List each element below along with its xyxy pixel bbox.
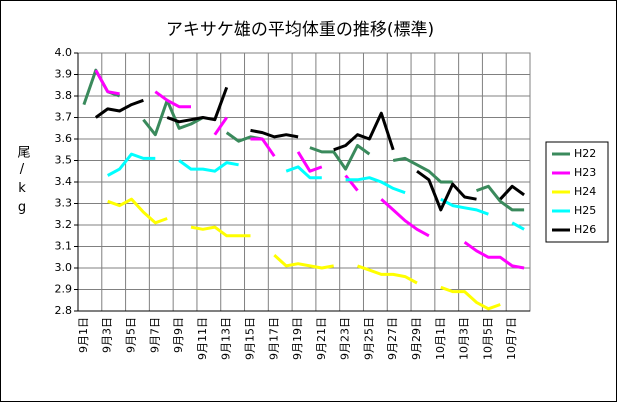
x-tick-label: 9月29日 — [410, 317, 423, 360]
series-line — [106, 152, 525, 231]
x-tick-label: 9月11日 — [196, 317, 209, 360]
y-tick-label: 3.1 — [55, 240, 73, 253]
x-tick-label: 9月17日 — [267, 317, 280, 360]
legend-label: H26 — [574, 223, 596, 236]
y-axis-label: 尾/kg — [15, 145, 31, 219]
x-tick-label: 9月13日 — [220, 317, 233, 360]
y-tick-label: 3.2 — [55, 218, 73, 231]
x-tick-label: 10月5日 — [481, 317, 494, 360]
series-line — [94, 69, 525, 270]
x-tick-label: 9月27日 — [386, 317, 399, 360]
x-tick-label: 9月1日 — [77, 317, 90, 353]
x-tick-label: 10月7日 — [505, 317, 518, 360]
legend-label: H24 — [574, 185, 596, 198]
legend-box — [545, 141, 609, 243]
x-tick-label: 9月15日 — [243, 317, 256, 360]
y-tick-label: 3.5 — [55, 154, 73, 167]
x-tick-label: 9月7日 — [148, 317, 161, 353]
x-tick-label: 9月25日 — [362, 317, 375, 360]
y-tick-label: 3.9 — [55, 68, 73, 81]
x-tick-label: 9月21日 — [315, 317, 328, 360]
legend-label: H25 — [574, 204, 596, 217]
x-tick-label: 10月3日 — [458, 317, 471, 360]
y-tick-label: 2.8 — [55, 304, 73, 317]
chart-title: アキサケ雄の平均体重の推移(標準) — [166, 20, 434, 40]
legend-label: H22 — [574, 147, 596, 160]
x-tick-label: 9月5日 — [125, 317, 138, 353]
series-line — [107, 197, 501, 311]
y-tick-label: 3.0 — [55, 261, 73, 274]
series-line — [94, 86, 525, 212]
y-tick-label: 3.4 — [55, 175, 73, 188]
x-tick-label: 9月9日 — [172, 317, 185, 353]
y-tick-label: 3.6 — [55, 132, 73, 145]
legend-label: H23 — [574, 166, 596, 179]
y-tick-label: 3.3 — [55, 197, 73, 210]
y-tick-label: 3.8 — [55, 89, 73, 102]
y-tick-label: 4.0 — [55, 46, 73, 59]
y-tick-label: 2.9 — [55, 283, 73, 296]
x-tick-label: 9月3日 — [101, 317, 114, 353]
y-tick-label: 3.7 — [55, 111, 73, 124]
x-tick-label: 10月1日 — [434, 317, 447, 360]
x-tick-label: 9月23日 — [339, 317, 352, 360]
x-tick-label: 9月19日 — [291, 317, 304, 360]
